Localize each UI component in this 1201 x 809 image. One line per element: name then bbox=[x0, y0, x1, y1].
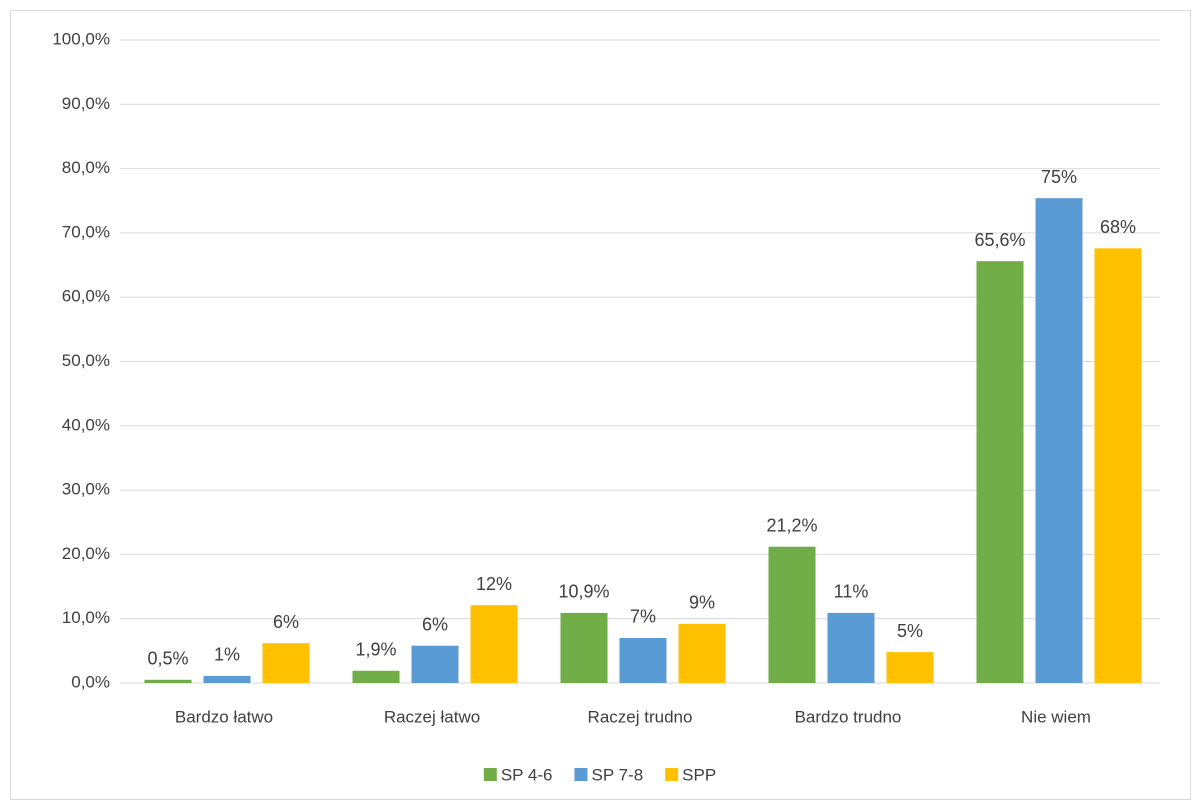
bar bbox=[976, 261, 1024, 683]
data-label: 9% bbox=[689, 593, 715, 613]
y-tick-label: 10,0% bbox=[62, 608, 110, 627]
y-tick-label: 0,0% bbox=[71, 672, 110, 691]
legend-label: SP 4-6 bbox=[501, 765, 553, 784]
data-label: 68% bbox=[1100, 217, 1136, 237]
y-tick-label: 30,0% bbox=[62, 480, 110, 499]
data-label: 1% bbox=[214, 645, 240, 665]
x-tick-label: Bardzo trudno bbox=[795, 707, 902, 726]
legend-swatch bbox=[574, 768, 588, 781]
bar bbox=[827, 612, 875, 683]
data-label: 11% bbox=[834, 582, 869, 602]
x-tick-label: Raczej łatwo bbox=[384, 707, 480, 726]
bar bbox=[144, 679, 192, 683]
data-label: 0,5% bbox=[147, 649, 188, 669]
bar bbox=[352, 670, 400, 683]
legend-label: SPP bbox=[682, 765, 716, 784]
y-tick-label: 70,0% bbox=[62, 222, 110, 241]
data-label: 65,6% bbox=[974, 230, 1025, 250]
data-label: 6% bbox=[273, 612, 299, 632]
data-label: 21,2% bbox=[766, 515, 817, 535]
data-label: 7% bbox=[630, 607, 656, 627]
bar bbox=[203, 675, 251, 683]
data-label: 5% bbox=[897, 621, 923, 641]
bar bbox=[678, 623, 726, 683]
bar bbox=[619, 637, 667, 683]
data-label: 75% bbox=[1041, 167, 1077, 187]
bar bbox=[262, 643, 310, 683]
x-tick-label: Raczej trudno bbox=[588, 707, 693, 726]
bar bbox=[768, 546, 816, 683]
legend-swatch bbox=[483, 768, 497, 781]
y-tick-label: 20,0% bbox=[62, 544, 110, 563]
y-tick-label: 40,0% bbox=[62, 415, 110, 434]
y-tick-label: 100,0% bbox=[52, 29, 110, 48]
bar bbox=[560, 612, 608, 683]
data-label: 6% bbox=[422, 614, 448, 634]
bar bbox=[411, 645, 459, 683]
y-tick-label: 50,0% bbox=[62, 351, 110, 370]
bar bbox=[886, 652, 934, 683]
data-label: 12% bbox=[476, 574, 512, 594]
y-tick-label: 80,0% bbox=[62, 158, 110, 177]
data-label: 1,9% bbox=[355, 640, 396, 660]
data-label: 10,9% bbox=[558, 582, 609, 602]
y-tick-label: 90,0% bbox=[62, 94, 110, 113]
bar bbox=[1094, 248, 1142, 683]
x-tick-label: Bardzo łatwo bbox=[175, 707, 273, 726]
legend-swatch bbox=[665, 768, 679, 781]
bar bbox=[1035, 198, 1083, 684]
bar bbox=[470, 605, 518, 683]
x-tick-label: Nie wiem bbox=[1021, 707, 1091, 726]
legend-label: SP 7-8 bbox=[591, 765, 643, 784]
y-tick-label: 60,0% bbox=[62, 287, 110, 306]
